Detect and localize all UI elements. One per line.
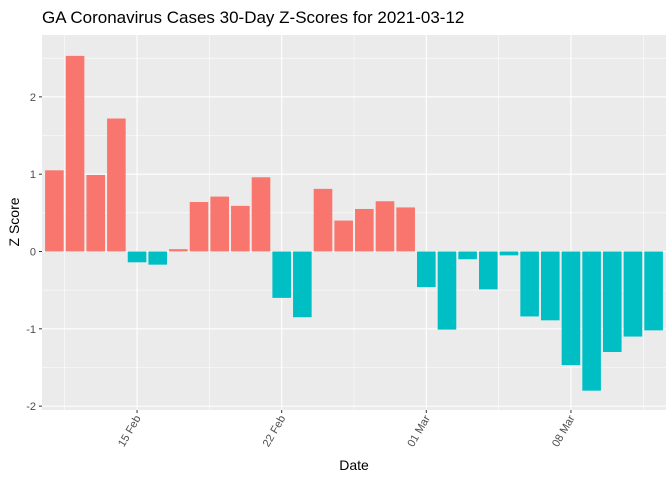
x-axis: 15 Feb 22 Feb 01 Mar 08 Mar xyxy=(116,410,578,449)
y-axis: -2 -1 0 1 2 xyxy=(26,92,42,413)
y-tick-label: -2 xyxy=(26,401,36,413)
bar-2021-02-25 xyxy=(334,220,353,252)
bar-2021-02-20 xyxy=(231,205,250,252)
bar-2021-02-12 xyxy=(65,55,85,252)
bar-2021-02-23 xyxy=(293,251,312,318)
bar-2021-03-11 xyxy=(623,251,643,337)
bar-2021-03-10 xyxy=(602,251,622,353)
y-tick-label: 2 xyxy=(30,92,36,104)
bar-2021-02-18 xyxy=(189,202,209,252)
y-tick-label: -1 xyxy=(26,324,36,336)
bar-2021-03-01 xyxy=(417,251,436,288)
x-tick-label: 01 Mar xyxy=(405,413,433,449)
bar-2021-03-02 xyxy=(437,251,457,330)
bar-2021-03-06 xyxy=(520,251,539,317)
y-tick-label: 0 xyxy=(30,246,36,258)
bar-2021-02-11 xyxy=(45,170,64,252)
x-tick-label: 08 Mar xyxy=(550,413,578,449)
x-tick-label: 15 Feb xyxy=(116,414,144,450)
chart-title: GA Coronavirus Cases 30-Day Z-Scores for… xyxy=(42,8,464,27)
bar-2021-02-24 xyxy=(313,188,333,252)
bar-2021-02-22 xyxy=(272,251,291,298)
bars xyxy=(45,55,663,391)
bar-2021-02-19 xyxy=(210,196,229,252)
bar-2021-03-08 xyxy=(561,251,581,366)
x-axis-title: Date xyxy=(339,457,369,473)
y-axis-title: Z Score xyxy=(6,197,22,246)
bar-2021-02-28 xyxy=(396,207,415,252)
y-tick-label: 1 xyxy=(30,169,36,181)
bar-2021-03-12 xyxy=(644,251,663,331)
bar-2021-03-04 xyxy=(479,251,498,290)
bar-2021-02-26 xyxy=(355,208,374,252)
bar-2021-02-16 xyxy=(148,251,168,265)
x-tick-label: 22 Feb xyxy=(261,414,289,450)
bar-2021-02-14 xyxy=(107,118,126,252)
bar-2021-02-27 xyxy=(375,201,395,252)
bar-2021-03-09 xyxy=(582,251,601,391)
bar-2021-02-13 xyxy=(86,174,106,252)
minor-gridlines xyxy=(42,35,666,410)
bar-2021-03-03 xyxy=(458,251,477,260)
bar-2021-02-15 xyxy=(127,251,147,263)
bar-2021-02-21 xyxy=(251,177,271,252)
bar-2021-03-05 xyxy=(499,251,519,256)
bar-2021-02-17 xyxy=(169,249,188,252)
bar-2021-03-07 xyxy=(540,251,560,321)
